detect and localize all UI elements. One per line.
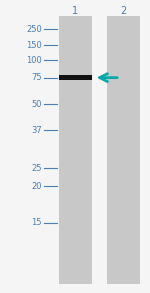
Text: 100: 100	[26, 56, 42, 64]
Text: 150: 150	[26, 41, 42, 50]
Text: 20: 20	[32, 182, 42, 190]
Text: 250: 250	[26, 25, 42, 34]
Text: 25: 25	[32, 164, 42, 173]
Text: 75: 75	[31, 73, 42, 82]
Bar	[58, 75, 92, 80]
Text: 15: 15	[32, 218, 42, 227]
Text: 50: 50	[32, 100, 42, 108]
Text: 37: 37	[31, 126, 42, 135]
Text: 2: 2	[120, 6, 126, 16]
Bar	[58, 16, 92, 284]
Text: 1: 1	[72, 6, 78, 16]
Bar	[106, 16, 140, 284]
